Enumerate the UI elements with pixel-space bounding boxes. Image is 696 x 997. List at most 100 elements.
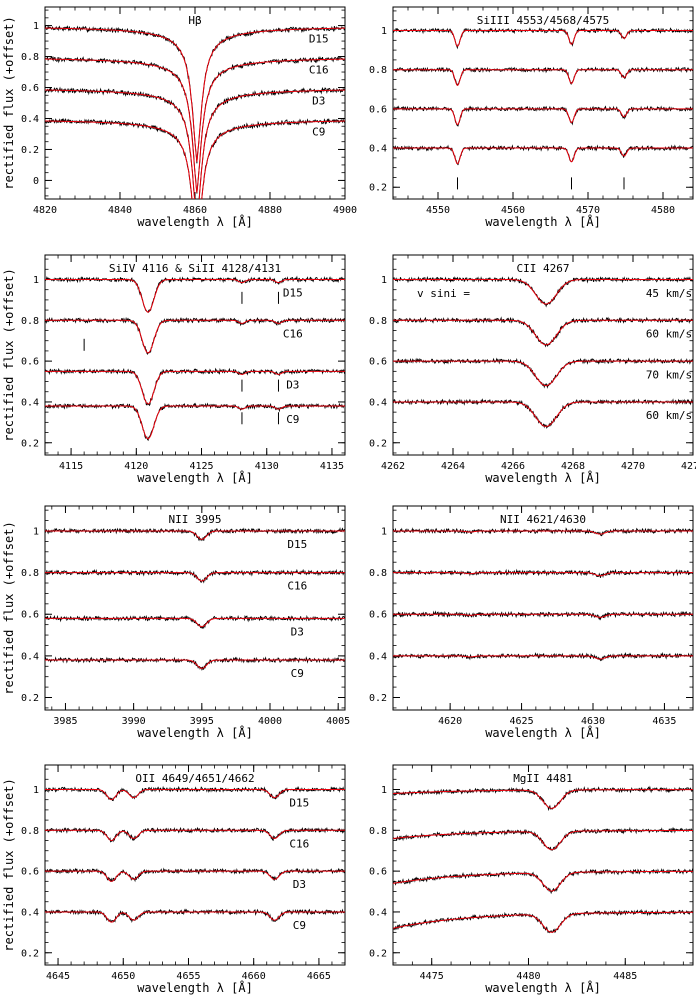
y-tick-label: 1 bbox=[381, 785, 387, 796]
observed-spectrum-3 bbox=[45, 86, 345, 199]
model-spectrum-4 bbox=[45, 405, 345, 440]
y-tick-label: 0.6 bbox=[21, 610, 39, 621]
x-axis-label: wavelength λ [Å] bbox=[485, 980, 601, 995]
observed-spectrum-3 bbox=[393, 105, 693, 127]
x-tick-label: 4560 bbox=[501, 205, 525, 216]
y-axis-label: rectified flux (+offset) bbox=[2, 16, 16, 189]
observed-spectrum-4 bbox=[393, 144, 693, 166]
x-axis-label: wavelength λ [Å] bbox=[137, 214, 253, 229]
model-spectrum-2 bbox=[45, 58, 345, 193]
vsini-caption: v sini = bbox=[417, 287, 470, 300]
panels: 4820 4840 4860 4880 4900 0 0.2 0.4 0.6 0.8 1 wavele… bbox=[2, 6, 696, 995]
axes-frame bbox=[392, 6, 694, 200]
model-spectrum-1 bbox=[393, 278, 693, 305]
x-tick-label: 4135 bbox=[320, 461, 344, 472]
x-tick-label: 4268 bbox=[561, 461, 585, 472]
model-spectrum-2 bbox=[393, 69, 693, 86]
star-label: D15 bbox=[309, 33, 329, 46]
model-spectrum-3 bbox=[393, 360, 693, 387]
spectra bbox=[393, 27, 693, 166]
x-tick-label: 4840 bbox=[108, 205, 132, 216]
panel-1: 4820 4840 4860 4880 4900 0 0.2 0.4 0.6 0.8 1 wavele… bbox=[2, 6, 357, 229]
panel-title: Hβ bbox=[188, 14, 202, 27]
panel-7: 4645 4650 4655 4660 4665 0.2 0.4 0.6 0.8 1 wavelen… bbox=[2, 764, 346, 995]
y-tick-label: 0.4 bbox=[369, 144, 387, 155]
x-tick-label: 4120 bbox=[124, 461, 148, 472]
x-tick-label: 3990 bbox=[122, 716, 146, 727]
x-tick-label: 4000 bbox=[258, 716, 282, 727]
x-axis-label: wavelength λ [Å] bbox=[485, 725, 601, 740]
panel-title: NII 3995 bbox=[169, 513, 222, 526]
y-tick-label: 1 bbox=[33, 21, 39, 32]
model-spectrum-4 bbox=[45, 120, 345, 199]
observed-spectrum-3 bbox=[393, 357, 693, 389]
panel-title: CII 4267 bbox=[517, 262, 570, 275]
x-tick-label: 4550 bbox=[426, 205, 450, 216]
y-tick-label: 1 bbox=[33, 526, 39, 537]
y-tick-label: 0.2 bbox=[369, 693, 387, 704]
y-tick-label: 0.4 bbox=[21, 907, 39, 918]
star-label: D3 bbox=[312, 95, 325, 108]
y-tick-label: 0.4 bbox=[21, 397, 39, 408]
x-tick-label: 3995 bbox=[190, 716, 214, 727]
model-spectrum-1 bbox=[45, 788, 345, 801]
spectra bbox=[45, 526, 345, 671]
x-axis-label: wavelength λ [Å] bbox=[485, 470, 601, 485]
x-axis-label: wavelength λ [Å] bbox=[137, 980, 253, 995]
panel-title: MgII 4481 bbox=[513, 772, 573, 785]
star-label: D15 bbox=[287, 538, 307, 551]
panel-title: NII 4621/4630 bbox=[500, 513, 586, 526]
model-spectrum-2 bbox=[45, 319, 345, 354]
model-spectrum-3 bbox=[45, 370, 345, 405]
x-tick-label: 4665 bbox=[307, 971, 331, 982]
x-tick-label: 4580 bbox=[651, 205, 675, 216]
x-tick-label: 4480 bbox=[516, 971, 540, 982]
y-axis-label: rectified flux (+offset) bbox=[2, 778, 16, 951]
observed-spectrum-3 bbox=[45, 614, 345, 630]
y-tick-label: 0.4 bbox=[369, 651, 387, 662]
vsini-value: 45 km/s bbox=[646, 287, 692, 300]
x-tick-label: 4820 bbox=[33, 205, 57, 216]
x-tick-label: 4900 bbox=[333, 205, 357, 216]
x-tick-label: 4660 bbox=[242, 971, 266, 982]
star-label: C16 bbox=[309, 64, 329, 77]
spectra bbox=[393, 785, 693, 934]
model-spectrum-4 bbox=[393, 911, 693, 933]
x-tick-label: 4125 bbox=[189, 461, 213, 472]
model-spectrum-3 bbox=[393, 613, 693, 618]
y-tick-label: 0.6 bbox=[21, 357, 39, 368]
observed-spectrum-1 bbox=[393, 27, 693, 50]
x-axis-label: wavelength λ [Å] bbox=[485, 214, 601, 229]
vsini-value: 60 km/s bbox=[646, 409, 692, 422]
model-spectrum-1 bbox=[45, 278, 345, 313]
observed-spectrum-2 bbox=[393, 66, 693, 86]
model-spectrum-4 bbox=[393, 655, 693, 660]
x-tick-label: 4635 bbox=[652, 716, 676, 727]
x-axis-label: wavelength λ [Å] bbox=[137, 725, 253, 740]
y-tick-label: 0.6 bbox=[21, 867, 39, 878]
x-tick-label: 4650 bbox=[111, 971, 135, 982]
y-tick-label: 0.8 bbox=[21, 826, 39, 837]
star-label: D3 bbox=[293, 878, 306, 891]
model-spectrum-4 bbox=[393, 147, 693, 165]
model-spectrum-3 bbox=[45, 870, 345, 882]
spectra bbox=[45, 24, 345, 199]
model-spectrum-2 bbox=[45, 572, 345, 582]
x-tick-label: 4005 bbox=[326, 716, 350, 727]
x-tick-label: 4645 bbox=[46, 971, 70, 982]
spectra bbox=[45, 275, 345, 442]
y-tick-label: 1 bbox=[33, 275, 39, 286]
y-tick-label: 0.8 bbox=[369, 65, 387, 76]
x-tick-label: 4272 bbox=[681, 461, 696, 472]
model-spectrum-2 bbox=[45, 829, 345, 841]
x-tick-label: 4655 bbox=[176, 971, 200, 982]
star-label: D3 bbox=[291, 625, 304, 638]
y-tick-label: 0.8 bbox=[21, 316, 39, 327]
panel-title: SiIII 4553/4568/4575 bbox=[477, 14, 609, 27]
axes-frame bbox=[44, 254, 346, 456]
y-tick-label: 1 bbox=[381, 26, 387, 37]
model-spectrum-1 bbox=[45, 27, 345, 162]
y-axis-label: rectified flux (+offset) bbox=[2, 268, 16, 441]
star-label: C16 bbox=[289, 837, 309, 850]
x-tick-label: 4630 bbox=[581, 716, 605, 727]
